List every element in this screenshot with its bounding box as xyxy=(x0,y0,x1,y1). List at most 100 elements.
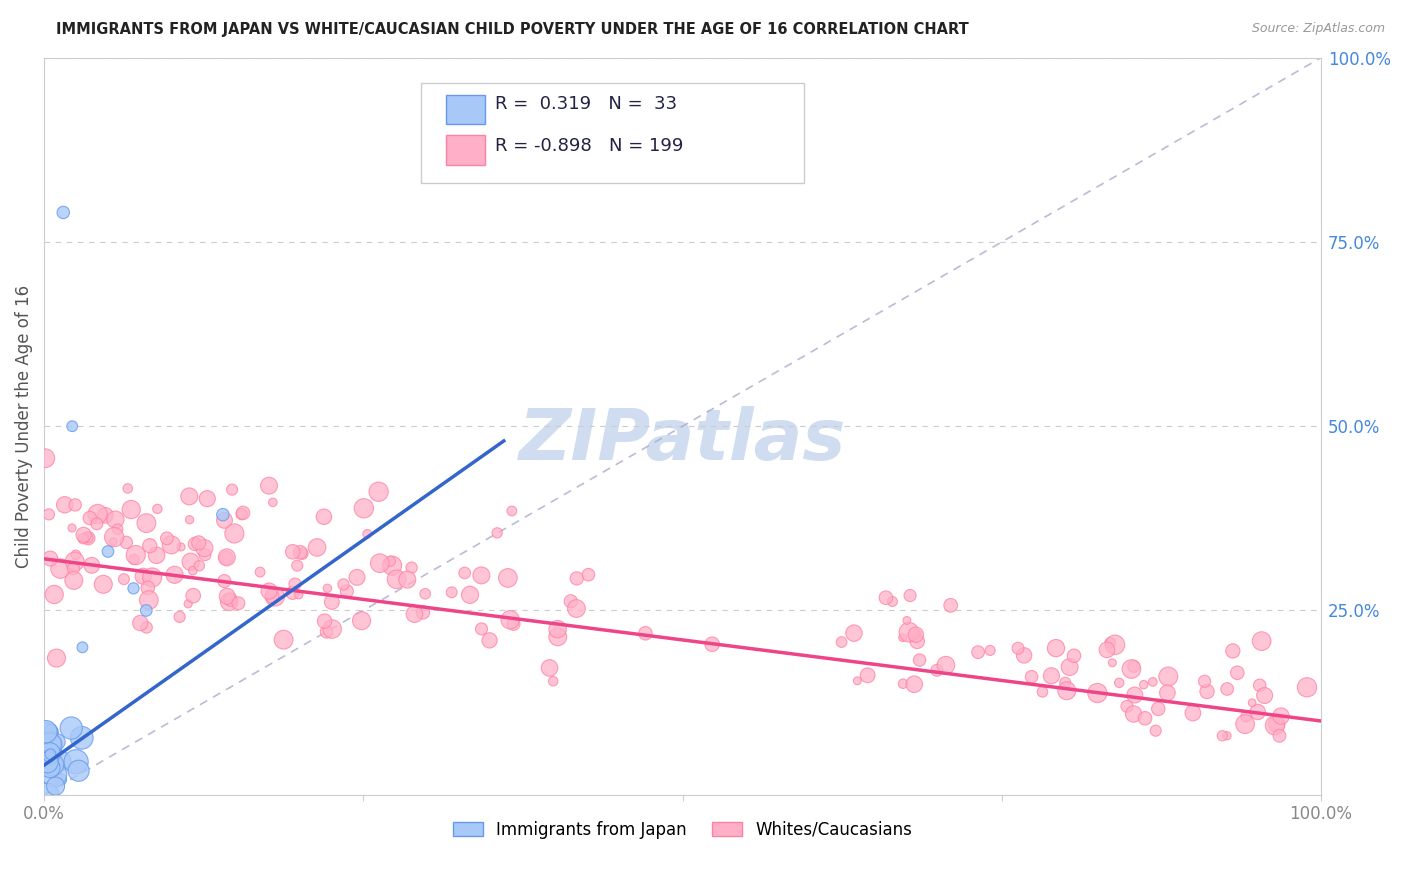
Point xyxy=(228,596,250,610)
Point xyxy=(1108,676,1130,690)
Point xyxy=(63,554,86,568)
Point xyxy=(112,572,135,586)
Point xyxy=(72,640,94,655)
Point xyxy=(1222,644,1244,658)
Point xyxy=(1045,641,1067,656)
Point xyxy=(163,567,186,582)
Point xyxy=(1157,669,1180,683)
Point xyxy=(350,614,373,628)
Point xyxy=(77,531,100,545)
Point xyxy=(91,577,114,591)
Point xyxy=(565,571,588,585)
Point xyxy=(39,724,62,739)
Point xyxy=(1268,729,1291,743)
Point xyxy=(1264,718,1286,732)
Point xyxy=(79,511,101,525)
Point xyxy=(939,599,962,613)
Point xyxy=(65,755,87,769)
Point xyxy=(1012,648,1035,663)
Point xyxy=(291,547,314,561)
Point xyxy=(53,498,76,512)
Point xyxy=(1156,686,1178,700)
Point xyxy=(37,753,59,767)
Point xyxy=(45,651,67,665)
Y-axis label: Child Poverty Under the Age of 16: Child Poverty Under the Age of 16 xyxy=(15,285,32,567)
Point xyxy=(1234,717,1257,731)
Point xyxy=(842,626,865,640)
Point xyxy=(1147,702,1170,716)
Text: Source: ZipAtlas.com: Source: ZipAtlas.com xyxy=(1251,22,1385,36)
Point xyxy=(925,663,948,677)
Point xyxy=(60,721,83,735)
Point xyxy=(193,541,215,555)
Point xyxy=(86,516,108,531)
Point xyxy=(70,731,93,745)
Point xyxy=(1101,656,1123,670)
Point xyxy=(125,548,148,562)
Point xyxy=(117,482,139,496)
Point xyxy=(39,551,62,566)
Point xyxy=(1265,717,1288,731)
Point xyxy=(1059,660,1081,674)
Point xyxy=(1133,711,1156,725)
Point xyxy=(104,513,127,527)
Point xyxy=(179,513,201,527)
Point xyxy=(257,478,280,492)
Point xyxy=(307,541,329,555)
Point xyxy=(501,504,523,518)
Point xyxy=(49,772,72,787)
Point xyxy=(86,507,108,521)
Point xyxy=(136,581,159,595)
Point xyxy=(1216,681,1239,696)
Point xyxy=(122,582,145,596)
Point xyxy=(478,633,501,648)
Point xyxy=(891,676,914,690)
Point xyxy=(502,616,524,631)
Point xyxy=(453,566,475,580)
Point xyxy=(39,738,62,752)
Point xyxy=(249,565,271,579)
Point xyxy=(499,613,522,627)
Point xyxy=(458,588,481,602)
Point xyxy=(63,574,86,588)
Point xyxy=(67,764,90,778)
Point xyxy=(285,558,308,573)
Point xyxy=(51,754,73,768)
Point xyxy=(1270,709,1292,723)
Point xyxy=(44,767,66,781)
Point xyxy=(560,594,582,608)
Point xyxy=(1216,729,1239,743)
Point xyxy=(44,587,66,601)
Point xyxy=(177,597,200,611)
Point xyxy=(1144,723,1167,738)
Point xyxy=(214,574,236,588)
Point xyxy=(1085,686,1108,700)
Point xyxy=(1253,689,1275,703)
Point xyxy=(904,628,927,642)
Point xyxy=(224,526,246,541)
Point xyxy=(1195,684,1218,698)
Point xyxy=(1234,709,1257,723)
Point xyxy=(38,749,60,764)
Point xyxy=(440,585,463,599)
Point xyxy=(385,572,408,586)
Point xyxy=(38,508,60,522)
Point xyxy=(897,625,920,640)
Point xyxy=(831,635,853,649)
Point xyxy=(37,788,59,802)
Point xyxy=(356,526,378,541)
Point xyxy=(188,558,211,573)
Point xyxy=(45,779,67,793)
Point xyxy=(1122,706,1144,721)
Point xyxy=(194,548,217,562)
Point xyxy=(1122,659,1144,673)
Point xyxy=(882,594,904,608)
Point xyxy=(60,419,83,434)
Point xyxy=(634,626,657,640)
Text: IMMIGRANTS FROM JAPAN VS WHITE/CAUCASIAN CHILD POVERTY UNDER THE AGE OF 16 CORRE: IMMIGRANTS FROM JAPAN VS WHITE/CAUCASIAN… xyxy=(56,22,969,37)
Point xyxy=(470,622,492,636)
Point xyxy=(52,205,75,219)
Point xyxy=(1063,648,1085,663)
Text: R =  0.319   N =  33: R = 0.319 N = 33 xyxy=(495,95,678,113)
Point xyxy=(898,589,921,603)
